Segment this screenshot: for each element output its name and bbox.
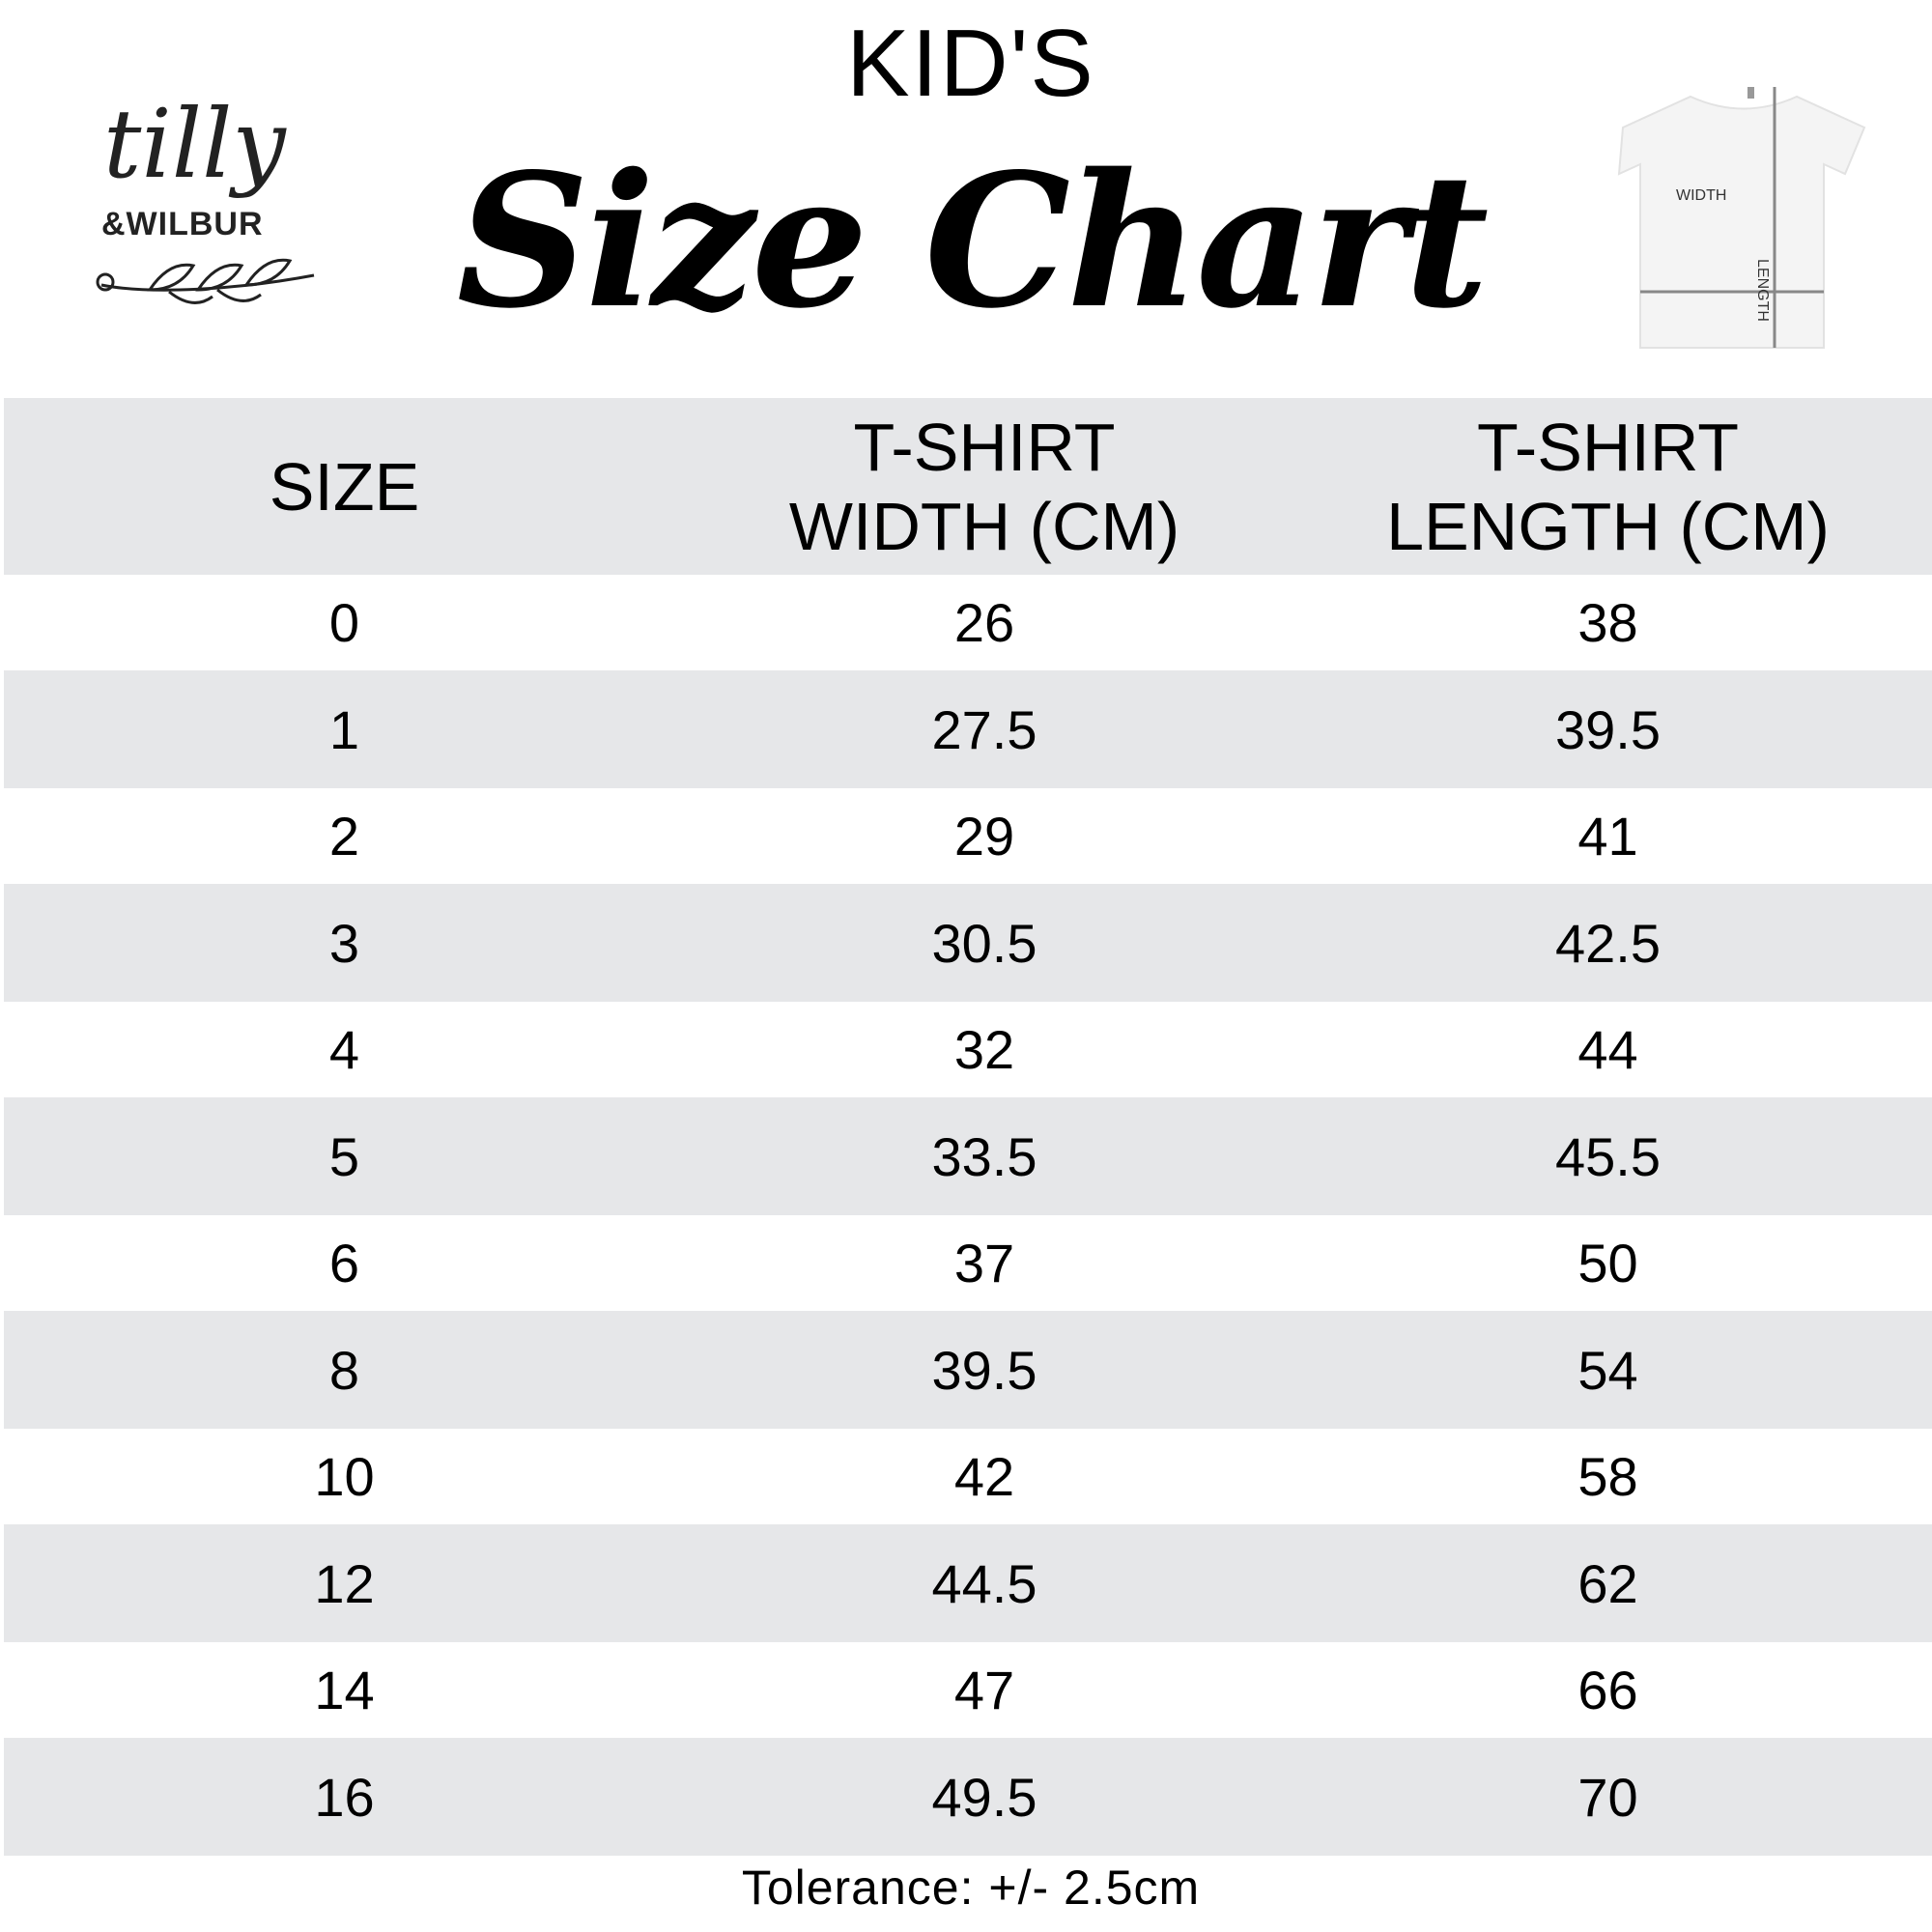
size-cell: 1 — [4, 670, 685, 788]
table-row: 3 30.5 42.5 — [4, 884, 1932, 1002]
table-row: 16 49.5 70 — [4, 1738, 1932, 1856]
length-cell: 66 — [1284, 1642, 1932, 1738]
size-table: SIZE T-SHIRT WIDTH (CM) T-SHIRT LENGTH (… — [4, 398, 1932, 1856]
table-row: 8 39.5 54 — [4, 1311, 1932, 1429]
width-cell: 42 — [685, 1429, 1284, 1524]
width-cell: 26 — [685, 575, 1284, 670]
table-row: 10 42 58 — [4, 1429, 1932, 1524]
table-row: 6 37 50 — [4, 1215, 1932, 1311]
table-header-row: SIZE T-SHIRT WIDTH (CM) T-SHIRT LENGTH (… — [4, 398, 1932, 575]
length-cell: 58 — [1284, 1429, 1932, 1524]
length-cell: 42.5 — [1284, 884, 1932, 1002]
table-row: 14 47 66 — [4, 1642, 1932, 1738]
width-cell: 49.5 — [685, 1738, 1284, 1856]
tolerance-note: Tolerance: +/- 2.5cm — [741, 1861, 1201, 1915]
width-cell: 33.5 — [685, 1097, 1284, 1215]
logo-text-line2: &WILBUR — [101, 206, 264, 242]
length-cell: 70 — [1284, 1738, 1932, 1856]
page-title: Size Chart — [456, 133, 1490, 349]
width-cell: 39.5 — [685, 1311, 1284, 1429]
size-cell: 3 — [4, 884, 685, 1002]
length-cell: 44 — [1284, 1002, 1932, 1097]
length-cell: 62 — [1284, 1524, 1932, 1642]
size-cell: 4 — [4, 1002, 685, 1097]
length-label: LENGTH — [1754, 259, 1771, 322]
table-row: 5 33.5 45.5 — [4, 1097, 1932, 1215]
table-row: 1 27.5 39.5 — [4, 670, 1932, 788]
tshirt-measurement-diagram: WIDTH LENGTH — [1584, 87, 1903, 357]
length-cell: 39.5 — [1284, 670, 1932, 788]
size-cell: 5 — [4, 1097, 685, 1215]
table-row: 2 29 41 — [4, 788, 1932, 884]
column-header-length: T-SHIRT LENGTH (CM) — [1284, 398, 1932, 575]
length-cell: 54 — [1284, 1311, 1932, 1429]
width-label: WIDTH — [1676, 187, 1727, 204]
size-cell: 6 — [4, 1215, 685, 1311]
length-cell: 45.5 — [1284, 1097, 1932, 1215]
size-cell: 10 — [4, 1429, 685, 1524]
length-cell: 38 — [1284, 575, 1932, 670]
size-cell: 12 — [4, 1524, 685, 1642]
column-header-width: T-SHIRT WIDTH (CM) — [685, 398, 1284, 575]
column-header-size: SIZE — [4, 398, 685, 575]
width-cell: 27.5 — [685, 670, 1284, 788]
table-row: 12 44.5 62 — [4, 1524, 1932, 1642]
size-cell: 16 — [4, 1738, 685, 1856]
width-cell: 29 — [685, 788, 1284, 884]
tshirt-icon — [1617, 87, 1866, 349]
kicker-heading: KID'S — [846, 10, 1095, 116]
length-cell: 50 — [1284, 1215, 1932, 1311]
size-cell: 8 — [4, 1311, 685, 1429]
width-cell: 32 — [685, 1002, 1284, 1097]
table-row: 0 26 38 — [4, 575, 1932, 670]
leaf-branch-icon — [96, 258, 315, 304]
size-cell: 14 — [4, 1642, 685, 1738]
width-cell: 47 — [685, 1642, 1284, 1738]
brand-logo: tilly &WILBUR — [92, 92, 324, 314]
size-cell: 2 — [4, 788, 685, 884]
table-row: 4 32 44 — [4, 1002, 1932, 1097]
width-cell: 30.5 — [685, 884, 1284, 1002]
width-cell: 44.5 — [685, 1524, 1284, 1642]
size-cell: 0 — [4, 575, 685, 670]
length-cell: 41 — [1284, 788, 1932, 884]
logo-text-line1: tilly — [103, 90, 286, 200]
width-cell: 37 — [685, 1215, 1284, 1311]
